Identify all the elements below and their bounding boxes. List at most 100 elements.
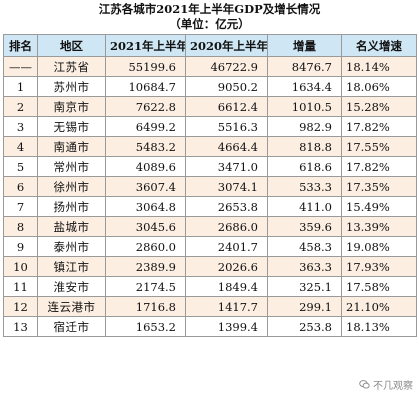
growth-cell: 15.49% (341, 196, 417, 217)
rank-cell: —— (3, 56, 38, 77)
unit-subtitle: （单位：亿元） (169, 17, 250, 31)
increase-cell: 253.8 (267, 316, 342, 337)
gdp-2021-cell: 7622.8 (105, 96, 186, 117)
growth-cell: 18.14% (341, 56, 417, 77)
column-header-2020h1: 2020年上半年 (185, 34, 268, 57)
region-cell: 徐州市 (37, 176, 106, 197)
table-row: 8 盐城市 3045.6 2686.0 359.6 13.39% (3, 216, 417, 237)
table-row: 10 镇江市 2389.9 2026.6 363.3 17.93% (3, 256, 417, 277)
region-cell: 苏州市 (37, 76, 106, 97)
region-cell: 江苏省 (37, 56, 106, 77)
wechat-icon (359, 380, 370, 389)
gdp-2020-cell: 2653.8 (185, 196, 268, 217)
growth-cell: 13.39% (341, 216, 417, 237)
column-header-2021h1: 2021年上半年 (105, 34, 186, 57)
rank-cell: 8 (3, 216, 38, 237)
growth-cell: 17.58% (341, 276, 417, 297)
rank-cell: 6 (3, 176, 38, 197)
increase-cell: 359.6 (267, 216, 342, 237)
increase-cell: 1634.4 (267, 76, 342, 97)
increase-cell: 363.3 (267, 256, 342, 277)
gdp-table: 排名 地区 2021年上半年 2020年上半年 增量 名义增速 —— 江苏省 5… (3, 34, 417, 337)
gdp-2020-cell: 46722.9 (185, 56, 268, 77)
gdp-2021-cell: 55199.6 (105, 56, 186, 77)
gdp-2020-cell: 3074.1 (185, 176, 268, 197)
increase-cell: 982.9 (267, 116, 342, 137)
table-row: 4 南通市 5483.2 4664.4 818.8 17.55% (3, 136, 417, 157)
rank-cell: 1 (3, 76, 38, 97)
growth-cell: 17.93% (341, 256, 417, 277)
gdp-2021-cell: 2860.0 (105, 236, 186, 257)
increase-cell: 458.3 (267, 236, 342, 257)
region-cell: 南通市 (37, 136, 106, 157)
table-row: 3 无锡市 6499.2 5516.3 982.9 17.82% (3, 116, 417, 137)
watermark: 不几观察 (359, 377, 413, 392)
table-row: 2 南京市 7622.8 6612.4 1010.5 15.28% (3, 96, 417, 117)
growth-cell: 17.82% (341, 116, 417, 137)
column-header-increase: 增量 (267, 34, 342, 57)
rank-cell: 2 (3, 96, 38, 117)
rank-cell: 10 (3, 256, 38, 277)
gdp-2021-cell: 2389.9 (105, 256, 186, 277)
rank-cell: 4 (3, 136, 38, 157)
increase-cell: 618.6 (267, 156, 342, 177)
gdp-2020-cell: 5516.3 (185, 116, 268, 137)
region-cell: 宿迁市 (37, 316, 106, 337)
increase-cell: 8476.7 (267, 56, 342, 77)
increase-cell: 411.0 (267, 196, 342, 217)
gdp-2020-cell: 1417.7 (185, 296, 268, 317)
gdp-2020-cell: 2686.0 (185, 216, 268, 237)
growth-cell: 21.10% (341, 296, 417, 317)
increase-cell: 299.1 (267, 296, 342, 317)
column-header-growth: 名义增速 (341, 34, 417, 57)
table-row: 1 苏州市 10684.7 9050.2 1634.4 18.06% (3, 76, 417, 97)
table-row: 11 淮安市 2174.5 1849.4 325.1 17.58% (3, 276, 417, 297)
gdp-2021-cell: 3045.6 (105, 216, 186, 237)
region-cell: 无锡市 (37, 116, 106, 137)
gdp-2020-cell: 9050.2 (185, 76, 268, 97)
table-row: —— 江苏省 55199.6 46722.9 8476.7 18.14% (3, 56, 417, 77)
gdp-2021-cell: 1653.2 (105, 316, 186, 337)
gdp-2021-cell: 10684.7 (105, 76, 186, 97)
increase-cell: 1010.5 (267, 96, 342, 117)
growth-cell: 18.13% (341, 316, 417, 337)
table-row: 7 扬州市 3064.8 2653.8 411.0 15.49% (3, 196, 417, 217)
rank-cell: 11 (3, 276, 38, 297)
rank-cell: 7 (3, 196, 38, 217)
gdp-2021-cell: 1716.8 (105, 296, 186, 317)
table-row: 5 常州市 4089.6 3471.0 618.6 17.82% (3, 156, 417, 177)
growth-cell: 19.08% (341, 236, 417, 257)
column-header-region: 地区 (37, 34, 106, 57)
rank-cell: 12 (3, 296, 38, 317)
region-cell: 盐城市 (37, 216, 106, 237)
gdp-2020-cell: 6612.4 (185, 96, 268, 117)
increase-cell: 818.8 (267, 136, 342, 157)
gdp-2020-cell: 4664.4 (185, 136, 268, 157)
region-cell: 扬州市 (37, 196, 106, 217)
region-cell: 淮安市 (37, 276, 106, 297)
gdp-2020-cell: 1849.4 (185, 276, 268, 297)
gdp-2020-cell: 2401.7 (185, 236, 268, 257)
table-row: 9 泰州市 2860.0 2401.7 458.3 19.08% (3, 236, 417, 257)
gdp-2020-cell: 1399.4 (185, 316, 268, 337)
rank-cell: 5 (3, 156, 38, 177)
gdp-2021-cell: 2174.5 (105, 276, 186, 297)
gdp-2021-cell: 3607.4 (105, 176, 186, 197)
growth-cell: 17.55% (341, 136, 417, 157)
column-header-rank: 排名 (3, 34, 38, 57)
table-row: 13 宿迁市 1653.2 1399.4 253.8 18.13% (3, 316, 417, 337)
region-cell: 镇江市 (37, 256, 106, 277)
rank-cell: 9 (3, 236, 38, 257)
gdp-2021-cell: 5483.2 (105, 136, 186, 157)
growth-cell: 18.06% (341, 76, 417, 97)
gdp-2020-cell: 3471.0 (185, 156, 268, 177)
gdp-2021-cell: 6499.2 (105, 116, 186, 137)
table-row: 12 连云港市 1716.8 1417.7 299.1 21.10% (3, 296, 417, 317)
increase-cell: 533.3 (267, 176, 342, 197)
region-cell: 泰州市 (37, 236, 106, 257)
page-title: 江苏各城市2021年上半年GDP及增长情况 (98, 2, 321, 16)
region-cell: 南京市 (37, 96, 106, 117)
increase-cell: 325.1 (267, 276, 342, 297)
region-cell: 连云港市 (37, 296, 106, 317)
